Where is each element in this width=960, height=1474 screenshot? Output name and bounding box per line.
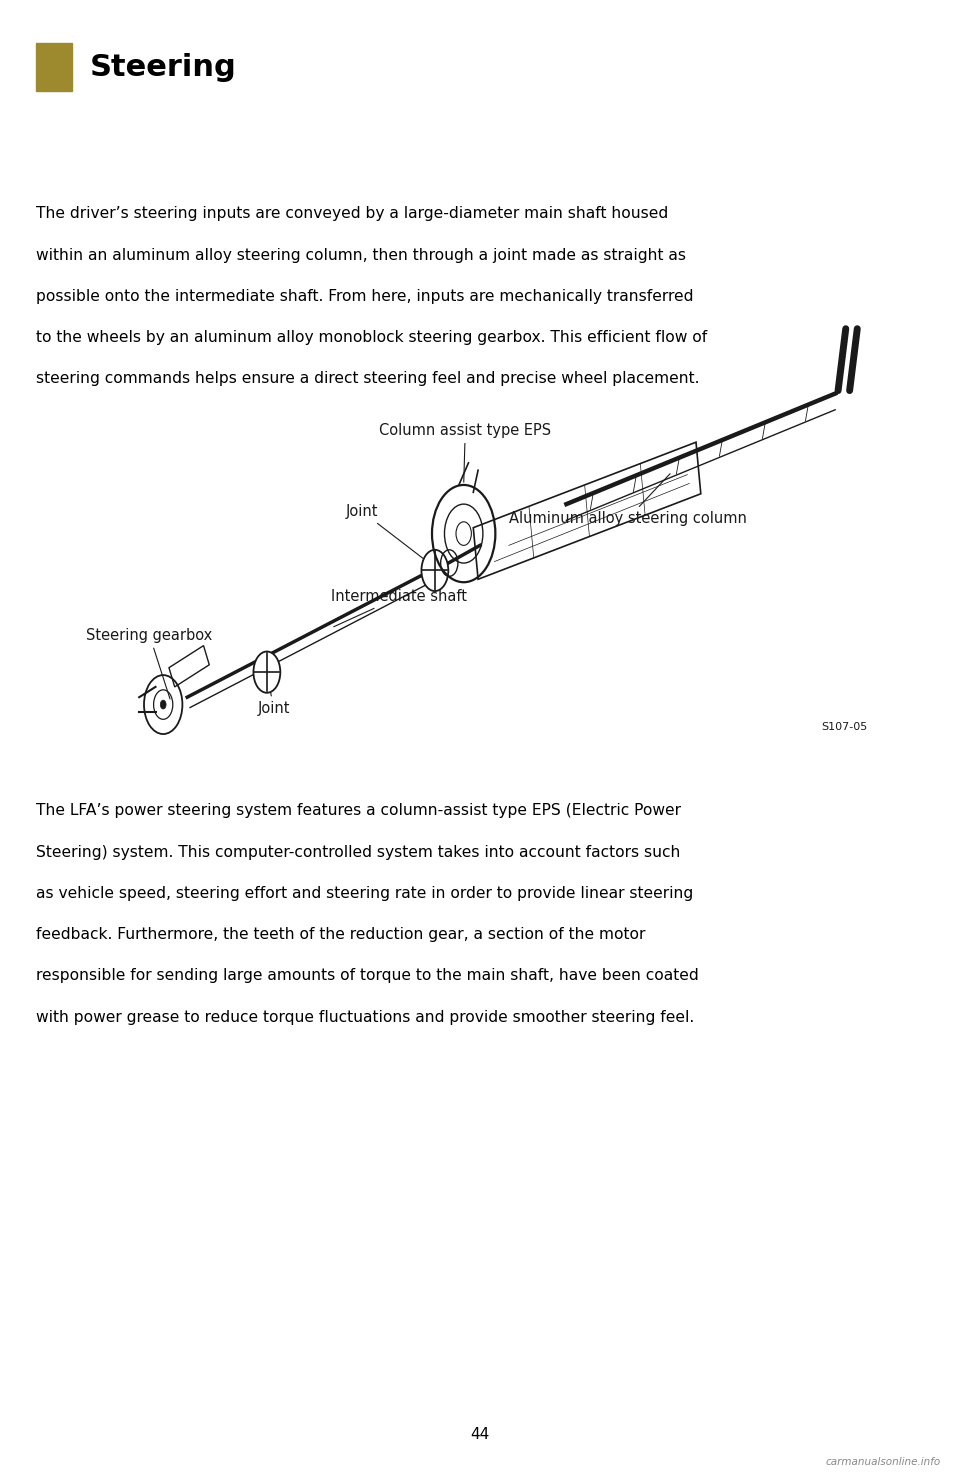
Text: within an aluminum alloy steering column, then through a joint made as straight : within an aluminum alloy steering column…	[36, 248, 686, 262]
Circle shape	[253, 652, 280, 693]
Text: to the wheels by an aluminum alloy monoblock steering gearbox. This efficient fl: to the wheels by an aluminum alloy monob…	[36, 330, 708, 345]
Text: Steering) system. This computer-controlled system takes into account factors suc: Steering) system. This computer-controll…	[36, 845, 681, 859]
Text: possible onto the intermediate shaft. From here, inputs are mechanically transfe: possible onto the intermediate shaft. Fr…	[36, 289, 694, 304]
Text: carmanualsonline.info: carmanualsonline.info	[826, 1456, 941, 1467]
Text: Joint: Joint	[346, 504, 433, 566]
Text: feedback. Furthermore, the teeth of the reduction gear, a section of the motor: feedback. Furthermore, the teeth of the …	[36, 927, 646, 942]
Text: responsible for sending large amounts of torque to the main shaft, have been coa: responsible for sending large amounts of…	[36, 968, 699, 983]
Text: The LFA’s power steering system features a column-assist type EPS (Electric Powe: The LFA’s power steering system features…	[36, 803, 682, 818]
Text: steering commands helps ensure a direct steering feel and precise wheel placemen: steering commands helps ensure a direct …	[36, 371, 700, 386]
Text: as vehicle speed, steering effort and steering rate in order to provide linear s: as vehicle speed, steering effort and st…	[36, 886, 694, 901]
Circle shape	[456, 522, 471, 545]
Text: Steering: Steering	[89, 53, 236, 81]
Text: The driver’s steering inputs are conveyed by a large-diameter main shaft housed: The driver’s steering inputs are conveye…	[36, 206, 669, 221]
Text: Aluminum alloy steering column: Aluminum alloy steering column	[509, 473, 747, 526]
Text: 44: 44	[470, 1427, 490, 1442]
Text: with power grease to reduce torque fluctuations and provide smoother steering fe: with power grease to reduce torque fluct…	[36, 1010, 695, 1024]
Bar	[36, 43, 72, 91]
Text: Joint: Joint	[257, 674, 290, 716]
Circle shape	[421, 550, 448, 591]
Text: Column assist type EPS: Column assist type EPS	[379, 423, 551, 482]
Text: Steering gearbox: Steering gearbox	[86, 628, 213, 699]
Text: Intermediate shaft: Intermediate shaft	[331, 590, 468, 626]
Text: S107-05: S107-05	[821, 722, 867, 733]
Circle shape	[160, 700, 166, 709]
